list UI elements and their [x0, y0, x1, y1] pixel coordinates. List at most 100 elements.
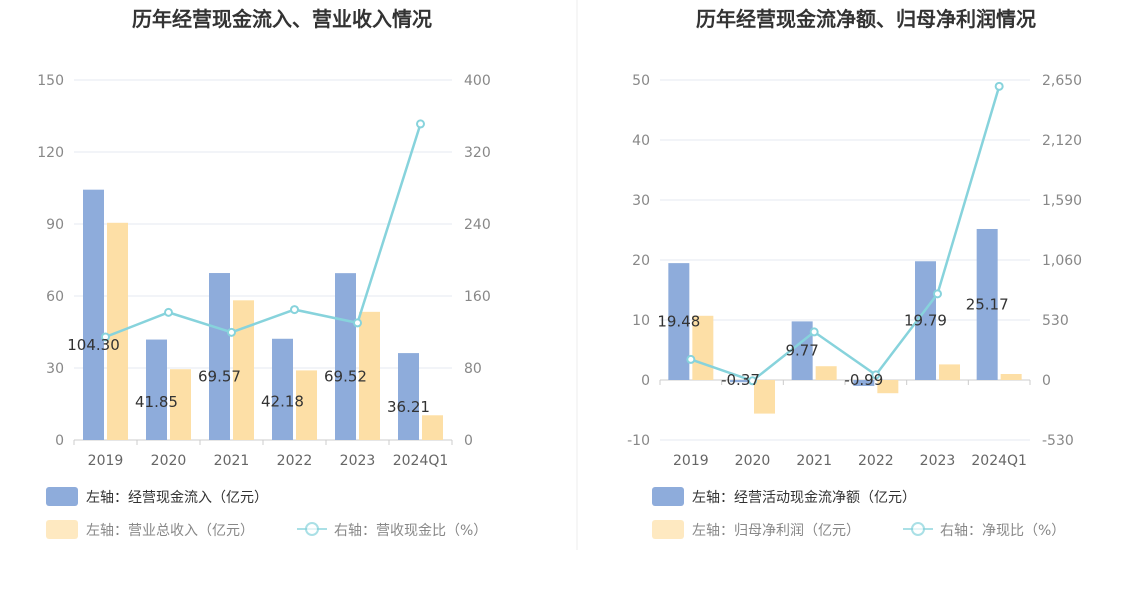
legend-item-net-cash-flow[interactable]: 左轴：经营活动现金流净额（亿元） — [652, 487, 916, 506]
bar-primary[interactable] — [730, 380, 751, 383]
chart1-left-tick: 0 — [55, 433, 64, 449]
chart2-left-tick: 0 — [641, 373, 650, 389]
bar-secondary[interactable] — [754, 380, 775, 414]
chart1-gridlines — [73, 79, 453, 445]
chart2-right-tick: 2,120 — [1042, 133, 1082, 149]
line-path — [690, 85, 1001, 383]
chart1-right-tick: 160 — [464, 289, 491, 305]
bar-primary[interactable] — [976, 228, 998, 380]
legend-item-net-cash-ratio[interactable]: 右轴：净现比（%） — [903, 522, 1065, 539]
line-point[interactable] — [290, 305, 299, 315]
bar-secondary[interactable] — [877, 380, 899, 394]
chart1-data-label: 104.30 — [67, 336, 120, 354]
line-point[interactable] — [994, 81, 1004, 91]
chart2-x-tick: 2022 — [858, 453, 894, 469]
line-point[interactable] — [353, 318, 362, 328]
bar-primary[interactable] — [209, 273, 230, 440]
legend-item-cash-inflow[interactable]: 左轴：经营现金流入（亿元） — [46, 487, 268, 506]
line-point[interactable] — [227, 327, 236, 337]
chart2-x-tick: 2020 — [735, 453, 771, 469]
line-point[interactable] — [933, 289, 942, 299]
chart1-right-tick: 400 — [464, 73, 491, 89]
chart2-data-label: 25.17 — [966, 295, 1009, 313]
chart1-x-tick: 2022 — [277, 453, 313, 469]
chart2-line-series — [686, 81, 1004, 386]
bar-secondary[interactable] — [939, 364, 960, 380]
chart1-right-tick: 240 — [464, 217, 491, 233]
chart1-data-label: 42.18 — [261, 393, 304, 411]
bar-primary[interactable] — [83, 189, 104, 440]
chart1-right-axis: 400 320 240 160 80 0 — [464, 73, 491, 449]
chart2-right-tick: 530 — [1042, 313, 1069, 329]
chart1-x-tick: 2024Q1 — [393, 453, 449, 469]
legend-swatch-bar-yellow — [652, 520, 684, 539]
legend-marker-icon — [305, 522, 319, 536]
line-point[interactable] — [101, 332, 110, 342]
chart2-left-tick: 50 — [632, 73, 650, 89]
chart1-legend: 左轴：经营现金流入（亿元） 左轴：营业总收入（亿元） 右轴：营收现金比（%） — [46, 487, 487, 539]
bar-primary[interactable] — [335, 273, 356, 440]
chart2-gridlines — [659, 79, 1031, 441]
chart1-left-axis: 150 120 90 60 30 0 — [37, 73, 64, 449]
chart2-title: 历年经营现金流净额、归母净利润情况 — [696, 7, 1036, 31]
chart1-left-tick: 30 — [46, 361, 64, 377]
legend-label: 左轴：经营活动现金流净额（亿元） — [692, 490, 916, 506]
bar-secondary[interactable] — [296, 370, 317, 440]
bar-primary[interactable] — [668, 263, 690, 380]
bar-secondary[interactable] — [815, 366, 837, 380]
chart1-x-tick: 2019 — [88, 453, 124, 469]
chart1-right-tick: 80 — [464, 361, 482, 377]
chart1-left-tick: 120 — [37, 145, 64, 161]
chart1-x-tick: 2021 — [214, 453, 250, 469]
chart1-x-axis: 2019 2020 2021 2022 2023 2024Q1 — [88, 453, 449, 469]
chart-net-cash-flow-profit: 历年经营现金流净额、归母净利润情况 50 40 30 20 10 0 -10 2… — [627, 7, 1082, 539]
line-point[interactable] — [748, 376, 757, 386]
bar-primary[interactable] — [272, 338, 293, 440]
chart1-x-tick: 2023 — [340, 453, 376, 469]
legend-item-cash-revenue-ratio[interactable]: 右轴：营收现金比（%） — [297, 522, 487, 539]
legend-label: 左轴：归母净利润（亿元） — [692, 522, 860, 539]
chart2-right-tick: 2,650 — [1042, 73, 1082, 89]
legend-swatch-bar-yellow — [46, 520, 78, 539]
legend-label: 右轴：营收现金比（%） — [334, 523, 487, 539]
bar-secondary[interactable] — [422, 415, 443, 440]
line-point[interactable] — [809, 327, 819, 337]
chart1-line-series — [101, 119, 425, 342]
legend-label: 左轴：营业总收入（亿元） — [86, 523, 254, 539]
bar-primary[interactable] — [853, 380, 875, 386]
chart2-right-tick: 1,590 — [1042, 193, 1082, 209]
line-point[interactable] — [686, 354, 696, 364]
chart2-data-label: 19.48 — [657, 313, 700, 331]
chart2-right-tick: -530 — [1042, 433, 1074, 449]
bar-secondary[interactable] — [233, 300, 254, 440]
chart1-data-label: 36.21 — [387, 398, 430, 416]
bar-primary[interactable] — [398, 353, 419, 440]
chart2-left-tick: 20 — [632, 253, 650, 269]
bar-secondary[interactable] — [1000, 374, 1022, 380]
line-point[interactable] — [416, 119, 425, 129]
bar-primary[interactable] — [915, 261, 936, 380]
line-point[interactable] — [164, 307, 173, 317]
line-path — [105, 123, 422, 339]
chart2-left-tick: 10 — [632, 313, 650, 329]
chart2-data-label: 9.77 — [785, 342, 818, 360]
bar-secondary[interactable] — [170, 369, 191, 440]
chart2-x-tick: 2021 — [796, 453, 832, 469]
legend-swatch-bar-blue — [46, 487, 78, 506]
chart2-legend: 左轴：经营活动现金流净额（亿元） 左轴：归母净利润（亿元） 右轴：净现比（%） — [652, 487, 1065, 539]
chart2-x-tick: 2023 — [920, 453, 956, 469]
bar-primary[interactable] — [146, 339, 167, 440]
legend-label: 左轴：经营现金流入（亿元） — [86, 490, 268, 506]
chart1-left-tick: 150 — [37, 73, 64, 89]
chart1-right-tick: 320 — [464, 145, 491, 161]
chart2-x-axis: 2019 2020 2021 2022 2023 2024Q1 — [673, 453, 1027, 469]
chart2-right-tick: 0 — [1042, 373, 1051, 389]
legend-item-net-profit[interactable]: 左轴：归母净利润（亿元） — [652, 520, 860, 539]
line-point[interactable] — [871, 370, 881, 380]
legend-item-revenue[interactable]: 左轴：营业总收入（亿元） — [46, 520, 254, 539]
chart2-left-tick: 30 — [632, 193, 650, 209]
chart2-data-label: -0.37 — [721, 371, 760, 389]
bar-secondary[interactable] — [359, 311, 380, 440]
bar-secondary[interactable] — [692, 315, 714, 380]
